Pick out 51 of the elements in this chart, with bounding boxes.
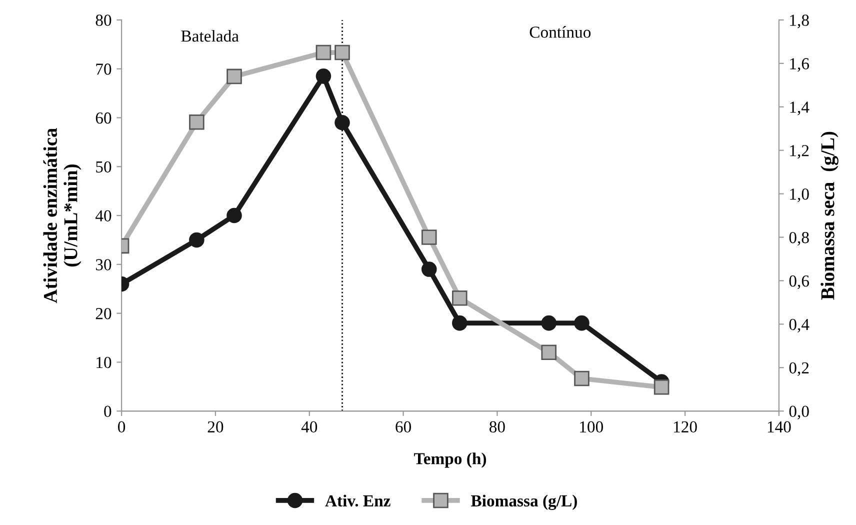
point xyxy=(334,44,350,60)
point xyxy=(452,315,468,331)
y2-tick-label: 0,0 xyxy=(789,406,809,420)
point xyxy=(654,380,670,395)
x-tick-label: 140 xyxy=(768,421,791,433)
point xyxy=(189,114,204,130)
x-tick-label: 60 xyxy=(396,421,411,433)
y2-tick-label: 0,6 xyxy=(789,275,810,290)
y-tick-label: 0 xyxy=(104,406,112,418)
annotation: Batelada xyxy=(181,30,239,42)
y2-tick-label: 1,0 xyxy=(790,188,809,202)
y-tick-label: 20 xyxy=(96,308,112,320)
x-tick-label: 20 xyxy=(208,421,224,433)
y-tick-label: 80 xyxy=(96,14,112,26)
point xyxy=(574,370,590,386)
x-tick-label: 0 xyxy=(118,421,126,433)
point xyxy=(421,262,437,277)
point xyxy=(541,344,557,360)
y2-tick-label: 0,2 xyxy=(789,362,809,376)
y2-tick-label: 0,4 xyxy=(789,318,810,333)
y2-tick-label: 1,2 xyxy=(790,145,809,159)
x-tick-label: 40 xyxy=(301,421,318,433)
legend-label: Ativ. Enz xyxy=(325,494,390,507)
y-tick-label: 40 xyxy=(95,210,112,222)
point xyxy=(226,208,242,224)
x-tick-label: 80 xyxy=(490,421,505,433)
point xyxy=(452,290,468,306)
annotation: Contínuo xyxy=(530,26,591,38)
point xyxy=(574,315,590,331)
point xyxy=(316,68,332,84)
legend-label: Biomassa (g/L) xyxy=(471,494,577,510)
point xyxy=(421,230,437,245)
y2-tick-label: 1,8 xyxy=(790,14,809,28)
x-axis-title: Tempo (h) xyxy=(414,452,486,468)
point xyxy=(334,114,350,130)
y-tick-label: 60 xyxy=(96,112,112,124)
point xyxy=(541,315,557,331)
point xyxy=(316,44,332,60)
y2-tick-label: 1,4 xyxy=(790,102,810,116)
y2-axis-title: Biomassa seca (g/L) xyxy=(820,132,838,300)
point xyxy=(189,232,204,248)
point xyxy=(226,68,242,84)
y-axis-title: Atividade enzimática (U/mL*min) xyxy=(43,128,82,304)
y2-tick-label: 1,6 xyxy=(790,58,810,72)
x-tick-label: 120 xyxy=(674,421,697,433)
y-tick-label: 30 xyxy=(96,259,112,270)
y2-tick-label: 0,8 xyxy=(789,232,809,246)
y-tick-label: 70 xyxy=(96,64,112,75)
y-tick-label: 10 xyxy=(96,356,112,368)
x-tick-label: 100 xyxy=(580,421,603,433)
y-tick-label: 50 xyxy=(96,161,112,173)
